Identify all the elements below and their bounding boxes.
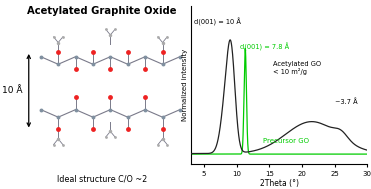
Text: Acetylated Graphite Oxide: Acetylated Graphite Oxide [27,6,177,16]
Text: Precursor GO: Precursor GO [263,138,309,144]
Text: Ideal structure C/O ~2: Ideal structure C/O ~2 [57,174,147,183]
Y-axis label: Normalized intensity: Normalized intensity [182,49,188,121]
Text: d(001) = 10 Å: d(001) = 10 Å [194,18,241,26]
Text: 10 Å: 10 Å [2,86,22,95]
Text: Acetylated GO
< 10 m²/g: Acetylated GO < 10 m²/g [273,61,321,75]
X-axis label: 2Theta (°): 2Theta (°) [260,180,299,188]
Text: ~3.7 Å: ~3.7 Å [335,99,357,105]
Text: d(001) = 7.8 Å: d(001) = 7.8 Å [240,43,289,51]
